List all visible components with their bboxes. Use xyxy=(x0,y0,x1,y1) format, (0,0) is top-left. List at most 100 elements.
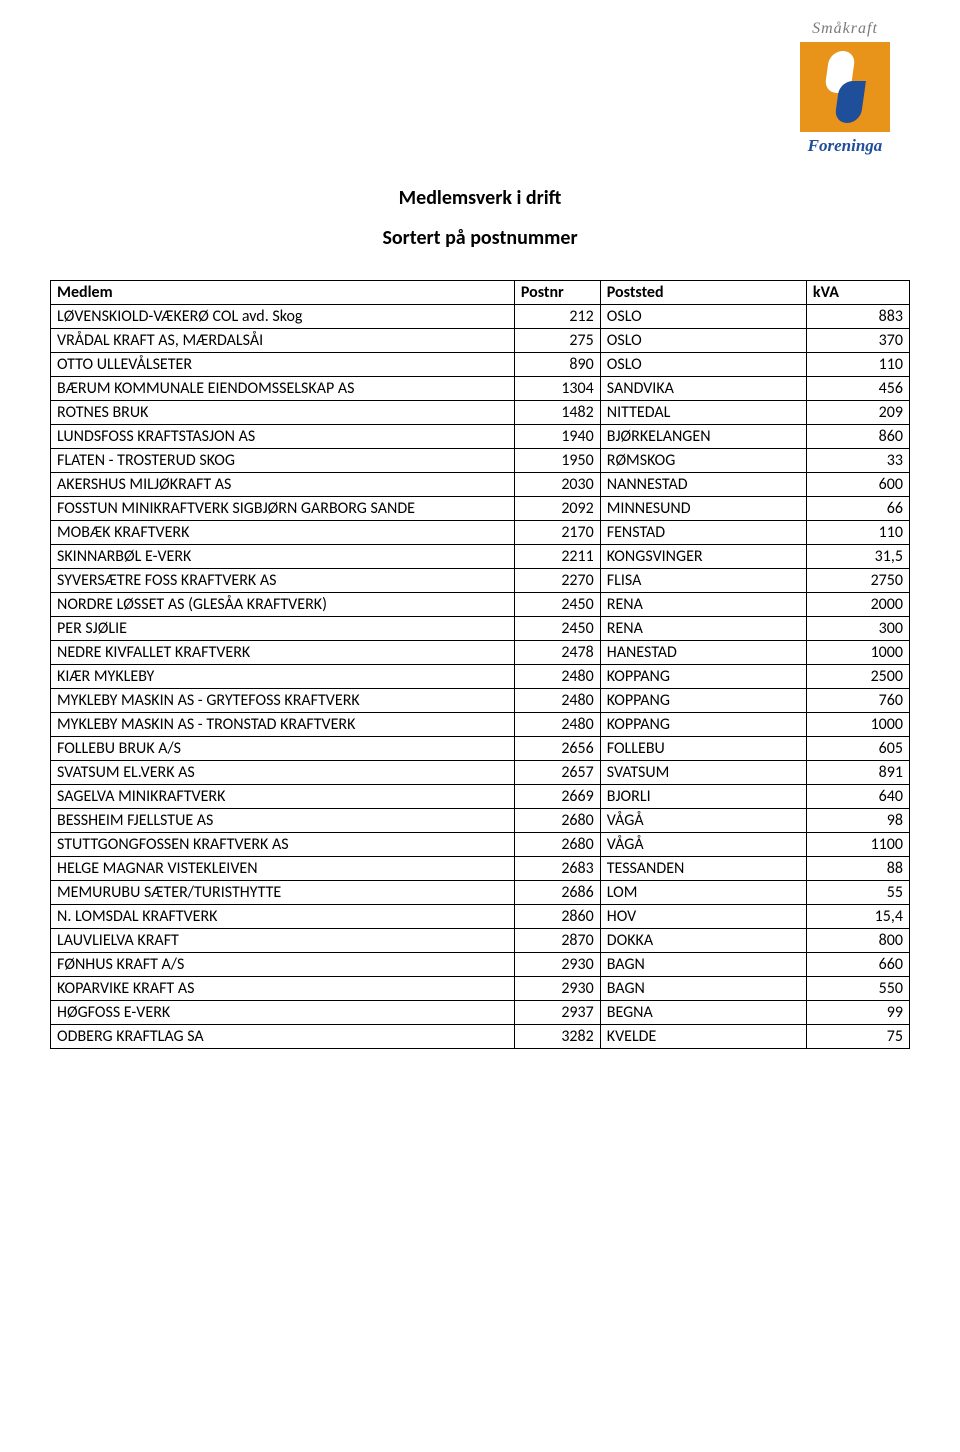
table-cell: 33 xyxy=(806,449,909,473)
table-cell: 370 xyxy=(806,329,909,353)
table-row: NEDRE KIVFALLET KRAFTVERK2478HANESTAD100… xyxy=(51,641,910,665)
table-cell: 300 xyxy=(806,617,909,641)
table-cell: KOPPANG xyxy=(600,689,806,713)
table-cell: 2450 xyxy=(514,593,600,617)
table-cell: 66 xyxy=(806,497,909,521)
table-cell: BJØRKELANGEN xyxy=(600,425,806,449)
table-cell: HANESTAD xyxy=(600,641,806,665)
table-row: ROTNES BRUK1482NITTEDAL209 xyxy=(51,401,910,425)
table-cell: 2860 xyxy=(514,905,600,929)
table-header-row: Medlem Postnr Poststed kVA xyxy=(51,281,910,305)
table-cell: FOLLEBU xyxy=(600,737,806,761)
table-cell: OSLO xyxy=(600,329,806,353)
table-cell: 2500 xyxy=(806,665,909,689)
table-cell: 456 xyxy=(806,377,909,401)
table-row: KOPARVIKE KRAFT AS2930BAGN550 xyxy=(51,977,910,1001)
table-row: MEMURUBU SÆTER/TURISTHYTTE2686LOM55 xyxy=(51,881,910,905)
logo-sub-text: Foreninga xyxy=(780,136,910,156)
table-cell: ROTNES BRUK xyxy=(51,401,515,425)
table-cell: 2750 xyxy=(806,569,909,593)
table-row: AKERSHUS MILJØKRAFT AS2030NANNESTAD600 xyxy=(51,473,910,497)
table-row: PER SJØLIE2450RENA300 xyxy=(51,617,910,641)
table-cell: OSLO xyxy=(600,305,806,329)
table-cell: BESSHEIM FJELLSTUE AS xyxy=(51,809,515,833)
table-cell: 55 xyxy=(806,881,909,905)
table-cell: FLATEN - TROSTERUD SKOG xyxy=(51,449,515,473)
table-cell: 88 xyxy=(806,857,909,881)
table-cell: NORDRE LØSSET AS (GLESÅA KRAFTVERK) xyxy=(51,593,515,617)
table-cell: 1304 xyxy=(514,377,600,401)
table-cell: 110 xyxy=(806,521,909,545)
table-cell: 2000 xyxy=(806,593,909,617)
table-cell: 1000 xyxy=(806,641,909,665)
table-cell: 98 xyxy=(806,809,909,833)
table-cell: 640 xyxy=(806,785,909,809)
table-row: STUTTGONGFOSSEN KRAFTVERK AS2680VÅGÅ1100 xyxy=(51,833,910,857)
table-row: ODBERG KRAFTLAG SA3282KVELDE75 xyxy=(51,1025,910,1049)
title-block: Medlemsverk i drift Sortert på postnumme… xyxy=(50,186,910,250)
table-cell: MYKLEBY MASKIN AS - GRYTEFOSS KRAFTVERK xyxy=(51,689,515,713)
table-cell: 2211 xyxy=(514,545,600,569)
table-row: MYKLEBY MASKIN AS - TRONSTAD KRAFTVERK24… xyxy=(51,713,910,737)
table-cell: VÅGÅ xyxy=(600,809,806,833)
table-cell: 2669 xyxy=(514,785,600,809)
table-cell: 275 xyxy=(514,329,600,353)
table-row: LØVENSKIOLD-VÆKERØ COL avd. Skog212OSLO8… xyxy=(51,305,910,329)
page-subtitle: Sortert på postnummer xyxy=(50,226,910,250)
table-row: MOBÆK KRAFTVERK2170FENSTAD110 xyxy=(51,521,910,545)
logo-brand-text: Småkraft xyxy=(780,20,910,38)
table-row: LUNDSFOSS KRAFTSTASJON AS1940BJØRKELANGE… xyxy=(51,425,910,449)
table-cell: N. LOMSDAL KRAFTVERK xyxy=(51,905,515,929)
table-row: HELGE MAGNAR VISTEKLEIVEN2683TESSANDEN88 xyxy=(51,857,910,881)
table-cell: PER SJØLIE xyxy=(51,617,515,641)
table-row: SAGELVA MINIKRAFTVERK2669BJORLI640 xyxy=(51,785,910,809)
table-cell: 2270 xyxy=(514,569,600,593)
table-row: KIÆR MYKLEBY2480KOPPANG2500 xyxy=(51,665,910,689)
table-cell: 1950 xyxy=(514,449,600,473)
table-cell: VRÅDAL KRAFT AS, MÆRDALSÅI xyxy=(51,329,515,353)
table-cell: 2937 xyxy=(514,1001,600,1025)
table-cell: KOPPANG xyxy=(600,713,806,737)
table-cell: FOLLEBU BRUK A/S xyxy=(51,737,515,761)
table-row: NORDRE LØSSET AS (GLESÅA KRAFTVERK)2450R… xyxy=(51,593,910,617)
table-cell: OSLO xyxy=(600,353,806,377)
table-row: N. LOMSDAL KRAFTVERK2860HOV15,4 xyxy=(51,905,910,929)
table-header: Medlem Postnr Poststed kVA xyxy=(51,281,910,305)
table-cell: 212 xyxy=(514,305,600,329)
table-row: MYKLEBY MASKIN AS - GRYTEFOSS KRAFTVERK2… xyxy=(51,689,910,713)
table-cell: 860 xyxy=(806,425,909,449)
logo-area: Småkraft Foreninga xyxy=(50,20,910,156)
table-cell: KOPARVIKE KRAFT AS xyxy=(51,977,515,1001)
table-cell: OTTO ULLEVÅLSETER xyxy=(51,353,515,377)
table-cell: 2170 xyxy=(514,521,600,545)
table-row: HØGFOSS E-VERK2937BEGNA99 xyxy=(51,1001,910,1025)
table-cell: 1482 xyxy=(514,401,600,425)
logo-s-shape-icon xyxy=(823,51,867,123)
table-row: BÆRUM KOMMUNALE EIENDOMSSELSKAP AS1304SA… xyxy=(51,377,910,401)
table-cell: 1940 xyxy=(514,425,600,449)
table-cell: HØGFOSS E-VERK xyxy=(51,1001,515,1025)
table-cell: MEMURUBU SÆTER/TURISTHYTTE xyxy=(51,881,515,905)
table-cell: KOPPANG xyxy=(600,665,806,689)
table-cell: 605 xyxy=(806,737,909,761)
logo-mark-icon xyxy=(800,42,890,132)
table-cell: BJORLI xyxy=(600,785,806,809)
table-cell: 2450 xyxy=(514,617,600,641)
table-cell: MINNESUND xyxy=(600,497,806,521)
table-cell: MYKLEBY MASKIN AS - TRONSTAD KRAFTVERK xyxy=(51,713,515,737)
table-row: SYVERSÆTRE FOSS KRAFTVERK AS2270FLISA275… xyxy=(51,569,910,593)
table-cell: 2680 xyxy=(514,809,600,833)
table-row: LAUVLIELVA KRAFT2870DOKKA800 xyxy=(51,929,910,953)
table-cell: 800 xyxy=(806,929,909,953)
table-cell: 2683 xyxy=(514,857,600,881)
table-cell: SVATSUM xyxy=(600,761,806,785)
col-postnr: Postnr xyxy=(514,281,600,305)
table-cell: 31,5 xyxy=(806,545,909,569)
logo: Småkraft Foreninga xyxy=(780,20,910,156)
table-cell: DOKKA xyxy=(600,929,806,953)
table-cell: BAGN xyxy=(600,977,806,1001)
table-cell: 2092 xyxy=(514,497,600,521)
table-cell: 660 xyxy=(806,953,909,977)
table-cell: SVATSUM EL.VERK AS xyxy=(51,761,515,785)
col-kva: kVA xyxy=(806,281,909,305)
